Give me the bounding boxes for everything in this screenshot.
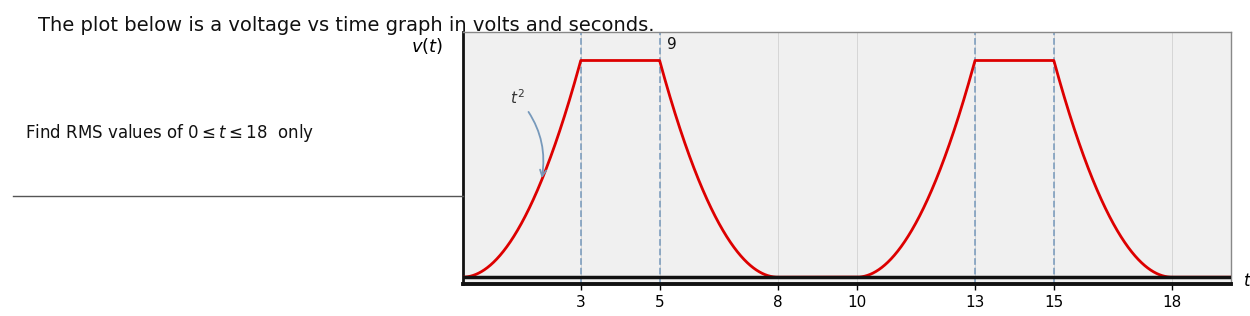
- Text: The plot below is a voltage vs time graph in volts and seconds.: The plot below is a voltage vs time grap…: [38, 16, 654, 35]
- Text: $t^2$: $t^2$: [510, 88, 546, 176]
- Text: Find RMS values of $0 \leq t \leq 18$  only: Find RMS values of $0 \leq t \leq 18$ on…: [25, 122, 314, 144]
- Text: 9: 9: [668, 37, 678, 52]
- Text: $t$: $t$: [1242, 272, 1250, 290]
- Text: $v(t)$: $v(t)$: [410, 36, 442, 57]
